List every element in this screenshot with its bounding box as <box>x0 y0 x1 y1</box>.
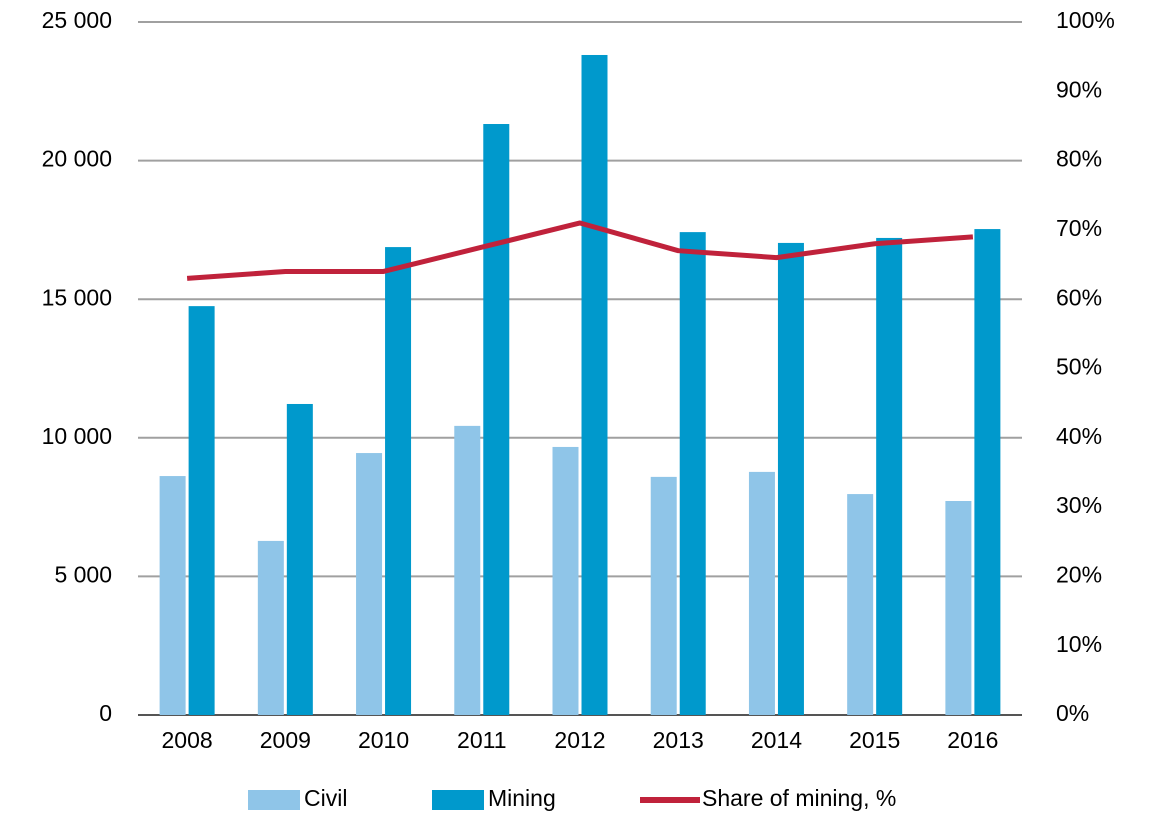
y-tick-label: 0 <box>99 700 112 726</box>
y-tick-label: 5 000 <box>54 561 112 587</box>
bar <box>974 229 1001 715</box>
x-tick-label: 2012 <box>554 727 605 753</box>
y-tick-label: 10 000 <box>42 423 112 449</box>
bar <box>286 403 313 715</box>
bar <box>847 494 874 715</box>
x-tick-label: 2015 <box>849 727 900 753</box>
y2-tick-label: 70% <box>1056 215 1102 241</box>
y2-tick-label: 0% <box>1056 700 1089 726</box>
line <box>186 220 974 281</box>
x-tick-label: 2014 <box>751 727 802 753</box>
y2-tick-label: 40% <box>1056 423 1102 449</box>
bar <box>777 242 804 715</box>
x-tick-label: 2009 <box>260 727 311 753</box>
y2-tick-label: 30% <box>1056 492 1102 518</box>
x-tick-label: 2016 <box>947 727 998 753</box>
y2-tick-label: 80% <box>1056 146 1102 172</box>
bar <box>483 124 510 716</box>
bar <box>552 446 579 715</box>
bar <box>356 453 383 715</box>
y-tick-label: 25 000 <box>42 7 112 33</box>
y2-tick-label: 60% <box>1056 284 1102 310</box>
x-tick-label: 2010 <box>358 727 409 753</box>
legend-label: Share of mining, % <box>702 785 896 811</box>
bar <box>581 54 608 715</box>
y2-tick-label: 50% <box>1056 354 1102 380</box>
bar <box>454 425 481 715</box>
x-tick-label: 2011 <box>457 727 506 753</box>
y-tick-label: 15 000 <box>42 284 112 310</box>
bar <box>679 232 706 715</box>
legend-label: Mining <box>488 785 556 811</box>
bar <box>748 471 775 715</box>
legend-label: Civil <box>304 785 347 811</box>
x-tick-label: 2008 <box>162 727 213 753</box>
y2-tick-label: 90% <box>1056 76 1102 102</box>
bar <box>159 476 186 715</box>
legend-swatch <box>432 790 484 810</box>
bar <box>945 501 972 715</box>
y2-tick-label: 100% <box>1056 7 1115 33</box>
bar <box>257 540 284 715</box>
legend-swatch <box>248 790 300 810</box>
y-tick-label: 20 000 <box>42 146 112 172</box>
x-tick-label: 2013 <box>653 727 704 753</box>
bar <box>188 306 215 715</box>
bar <box>385 247 412 715</box>
bar <box>876 237 903 716</box>
y2-tick-label: 10% <box>1056 631 1102 657</box>
bar <box>650 476 677 715</box>
y2-tick-label: 20% <box>1056 561 1102 587</box>
